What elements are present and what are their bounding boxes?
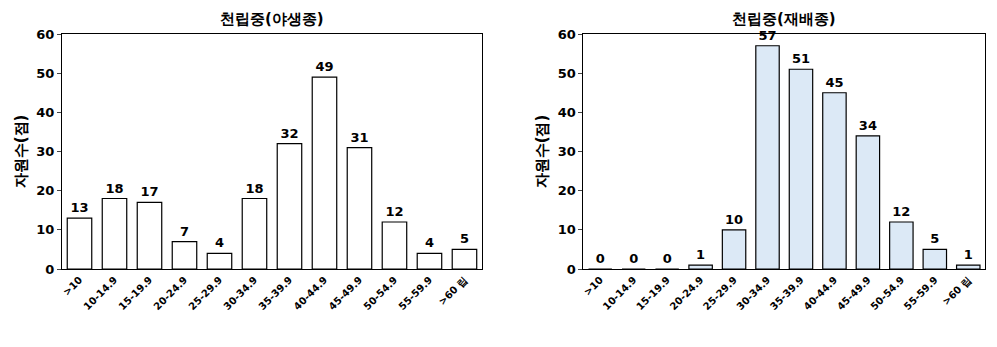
svg-text:20-24.9: 20-24.9: [668, 274, 706, 312]
svg-text:34: 34: [859, 118, 877, 133]
svg-text:45-49.9: 45-49.9: [835, 274, 873, 312]
svg-text:50-54.9: 50-54.9: [361, 274, 399, 312]
svg-text:40: 40: [558, 105, 576, 120]
svg-text:55-59.9: 55-59.9: [902, 274, 940, 312]
svg-text:0: 0: [629, 251, 638, 266]
svg-text:1: 1: [696, 247, 705, 262]
svg-text:25-29.9: 25-29.9: [701, 274, 739, 312]
svg-text:50: 50: [558, 66, 576, 81]
svg-text:30-34.9: 30-34.9: [734, 274, 772, 312]
svg-text:4: 4: [425, 235, 434, 250]
svg-text:35-39.9: 35-39.9: [768, 274, 806, 312]
svg-text:천립중(재배종): 천립중(재배종): [732, 10, 836, 28]
svg-text:57: 57: [758, 28, 776, 43]
svg-text:32: 32: [280, 126, 298, 141]
svg-text:>60 립: >60 립: [940, 274, 973, 307]
svg-text:30: 30: [36, 144, 54, 159]
svg-text:30: 30: [558, 144, 576, 159]
svg-text:18: 18: [105, 181, 123, 196]
svg-text:50-54.9: 50-54.9: [868, 274, 906, 312]
svg-text:40-44.9: 40-44.9: [291, 274, 329, 312]
svg-text:5: 5: [460, 231, 469, 246]
svg-text:40-44.9: 40-44.9: [801, 274, 839, 312]
svg-text:12: 12: [385, 204, 403, 219]
svg-text:0: 0: [567, 262, 576, 277]
svg-text:10: 10: [725, 212, 743, 227]
svg-text:45-49.9: 45-49.9: [326, 274, 364, 312]
svg-text:25-29.9: 25-29.9: [186, 274, 224, 312]
svg-text:20: 20: [558, 183, 576, 198]
svg-text:5: 5: [930, 231, 939, 246]
svg-text:40: 40: [36, 105, 54, 120]
svg-text:49: 49: [315, 59, 333, 74]
svg-text:10: 10: [36, 222, 54, 237]
svg-text:17: 17: [140, 184, 158, 199]
svg-text:35-39.9: 35-39.9: [256, 274, 294, 312]
svg-text:20: 20: [36, 183, 54, 198]
svg-text:10-14.9: 10-14.9: [601, 274, 639, 312]
svg-text:50: 50: [36, 66, 54, 81]
svg-text:15-19.9: 15-19.9: [634, 274, 672, 312]
svg-text:자원수(점): 자원수(점): [533, 115, 551, 189]
svg-text:30-34.9: 30-34.9: [221, 274, 259, 312]
svg-text:18: 18: [245, 181, 263, 196]
svg-text:>10: >10: [61, 274, 85, 298]
svg-text:4: 4: [215, 235, 224, 250]
svg-text:10-14.9: 10-14.9: [81, 274, 119, 312]
svg-text:10: 10: [558, 222, 576, 237]
svg-text:>60 립: >60 립: [436, 274, 469, 307]
svg-text:7: 7: [180, 224, 189, 239]
svg-text:55-59.9: 55-59.9: [396, 274, 434, 312]
svg-text:0: 0: [596, 251, 605, 266]
svg-text:13: 13: [70, 200, 88, 215]
svg-text:천립중(야생종): 천립중(야생종): [220, 10, 324, 28]
svg-text:60: 60: [36, 27, 54, 42]
svg-text:31: 31: [350, 130, 368, 145]
svg-text:자원수(점): 자원수(점): [12, 115, 30, 189]
svg-text:60: 60: [558, 27, 576, 42]
svg-text:0: 0: [663, 251, 672, 266]
svg-text:51: 51: [792, 51, 810, 66]
svg-text:>10: >10: [582, 274, 606, 298]
svg-text:12: 12: [892, 204, 910, 219]
svg-text:45: 45: [825, 75, 843, 90]
svg-text:15-19.9: 15-19.9: [116, 274, 154, 312]
svg-text:0: 0: [45, 262, 54, 277]
svg-text:20-24.9: 20-24.9: [151, 274, 189, 312]
svg-text:1: 1: [964, 247, 973, 262]
